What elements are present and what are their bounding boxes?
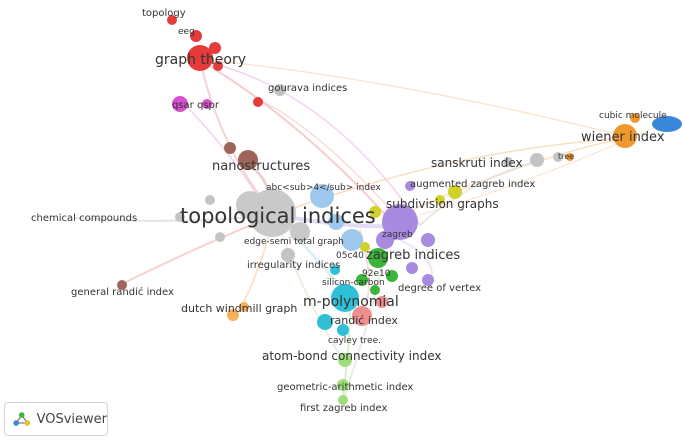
node-sanskruti-index[interactable] [530, 153, 544, 167]
node-subdivision-graphs[interactable] [382, 204, 418, 240]
node-cyan-minor [330, 265, 340, 275]
node-gray-minor [205, 195, 215, 205]
node-red-minor [253, 97, 263, 107]
node-topology[interactable] [167, 15, 177, 25]
node-lightorange-minor [239, 302, 249, 312]
node-orange-minor [630, 113, 640, 123]
node-eeg[interactable] [190, 30, 202, 42]
node-gray-minor [236, 191, 264, 219]
label-topology: topology [142, 8, 186, 19]
label-dutch-windmill-graph: dutch windmill graph [181, 302, 297, 315]
label-tree: tree [558, 152, 574, 161]
label-cayley-tree: cayley tree. [328, 336, 381, 346]
node-red-minor [213, 61, 223, 71]
label-wiener-index: wiener index [581, 130, 665, 145]
node-salmon-minor [376, 296, 388, 308]
node-92e10[interactable] [386, 270, 398, 282]
node-randic-index[interactable] [352, 306, 372, 326]
label-eeg: eeg [178, 27, 195, 37]
label-abc4-index: abc<sub>4</sub> index [266, 183, 381, 193]
node-graph-theory[interactable] [187, 45, 213, 71]
node-tree[interactable] [566, 153, 574, 161]
label-atom-bond-connectivity-index: atom-bond connectivity index [262, 349, 441, 363]
node-gray-minor [553, 152, 563, 162]
node-purple-minor [405, 181, 415, 191]
node-cyan-minor [317, 314, 333, 330]
node-silicon-carbon[interactable] [356, 274, 368, 286]
vosviewer-label: VOSviewer [36, 411, 107, 427]
label-randic-index: randić index [330, 314, 398, 327]
label-general-randic-index: general randić index [71, 286, 174, 298]
node-chemical-compounds[interactable] [175, 212, 185, 222]
node-atom-bond-connectivity-index[interactable] [338, 353, 352, 367]
node-general-randic-index[interactable] [117, 280, 127, 290]
node-lightblue-minor [341, 229, 363, 251]
nodes [117, 15, 682, 405]
label-edge-semi-total-graph: edge-semi total graph [244, 237, 344, 247]
node-gray-minor [503, 157, 513, 167]
label-chemical-compounds: chemical compounds [31, 213, 137, 224]
node-lightblue-minor [328, 214, 344, 230]
label-nanostructures: nanostructures [212, 159, 310, 174]
node-gourava-indices[interactable] [274, 84, 286, 96]
node-gray-minor [215, 232, 225, 242]
node-qsar-qspr[interactable] [172, 96, 188, 112]
node-purple-minor [406, 262, 418, 274]
label-subdivision-graphs: subdivision graphs [386, 197, 499, 211]
node-augmented-zagreb-index[interactable] [448, 185, 462, 199]
node-pink-minor [202, 99, 212, 109]
node-geometric-arithmetic-index[interactable] [337, 379, 349, 391]
node-cayley-tree[interactable] [337, 324, 349, 336]
node-wiener-index[interactable] [613, 124, 637, 148]
node-dutch-windmill-graph[interactable] [227, 309, 239, 321]
label-sanskruti-index: sanskruti index [431, 156, 523, 170]
node-yellow-minor [435, 195, 445, 205]
label-zagreb: zagreb [382, 230, 413, 240]
node-degree-of-vertex[interactable] [422, 274, 434, 286]
label-92e10: 92e10 [362, 269, 391, 279]
label-qsar-qspr: qsar qspr [172, 100, 220, 111]
label-augmented-zagreb-index: augmented zagreb index [410, 179, 535, 190]
label-graph-theory: graph theory [155, 52, 246, 68]
label-irregularity-indices: irregularity indices [247, 260, 340, 271]
node-brown-minor [224, 142, 236, 154]
labels: topology eeg graph theory qsar qspr gour… [31, 8, 667, 414]
node-purple-minor [421, 233, 435, 247]
label-first-zagreb-index: first zagreb index [300, 403, 387, 414]
node-05c40[interactable] [360, 242, 370, 252]
label-zagreb-indices: zagreb indices [366, 248, 460, 263]
node-gray-minor [290, 222, 310, 242]
label-silicon-carbon: silicon-carbon [322, 278, 385, 288]
vosviewer-badge[interactable]: VOSviewer [4, 402, 108, 436]
node-gray-minor [281, 248, 295, 262]
node-lightblue-minor [310, 184, 334, 208]
label-geometric-arithmetic-index: geometric-arithmetic index [277, 382, 413, 393]
label-degree-of-vertex: degree of vertex [398, 283, 481, 294]
node-m-polynomial[interactable] [331, 284, 359, 312]
label-05c40: 05c40 [336, 251, 364, 261]
node-zagreb-indices[interactable] [368, 248, 388, 268]
node-cubic-molecule[interactable] [652, 116, 682, 132]
label-gourava-indices: gourava indices [268, 83, 347, 94]
label-cubic-molecule: cubic molecule [599, 111, 667, 121]
node-zagreb[interactable] [387, 231, 397, 241]
vosviewer-logo-icon [13, 412, 31, 426]
label-m-polynomial: m-polynomial [303, 294, 399, 310]
node-yellow-minor [369, 206, 381, 218]
node-green-minor [370, 285, 380, 295]
label-topological-indices: topological indices [180, 204, 376, 228]
node-red-minor [209, 42, 221, 54]
node-nanostructures[interactable] [238, 150, 258, 170]
node-first-zagreb-index[interactable] [338, 395, 348, 405]
